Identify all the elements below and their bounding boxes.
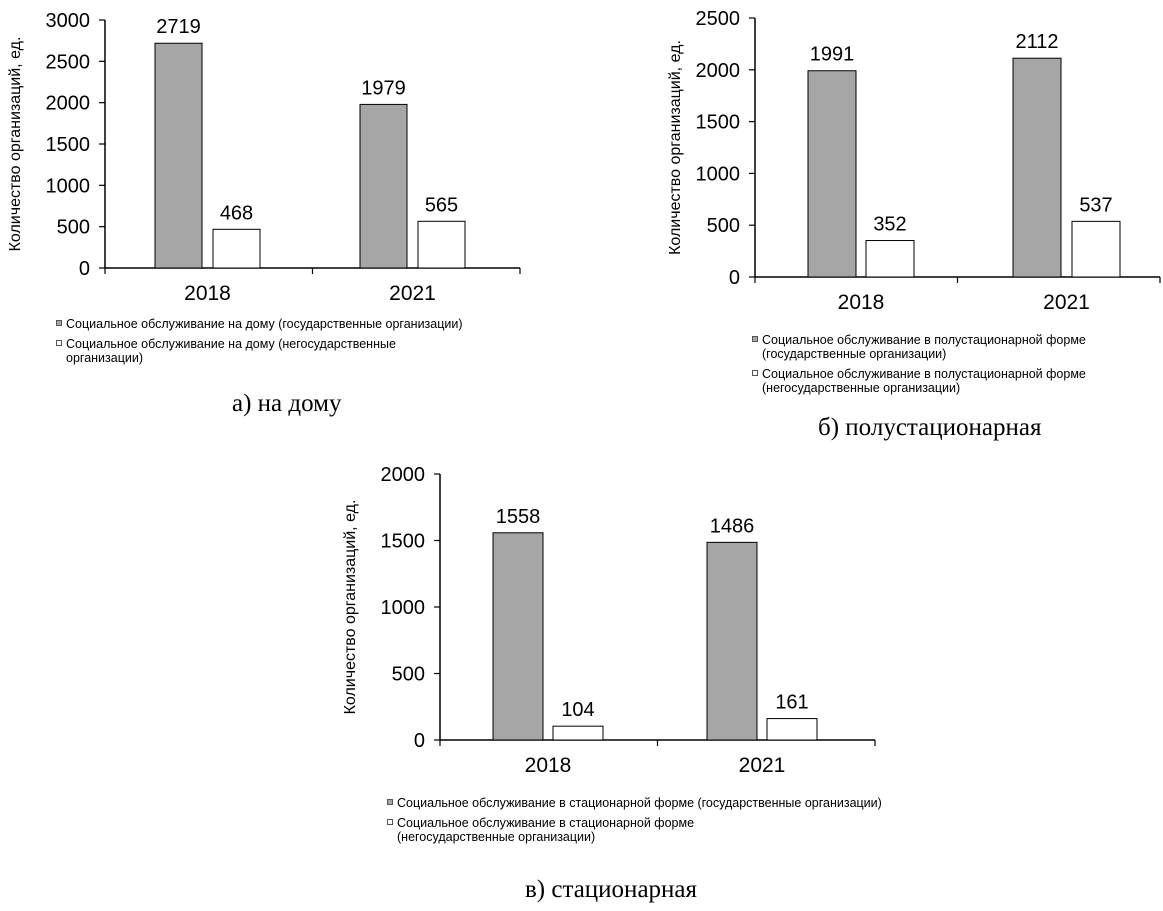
legend-item-nonstate: Социальное обслуживание на дому (негосуд…: [56, 337, 456, 365]
legend-item-state: Социальное обслуживание в стационарной ф…: [387, 796, 917, 810]
bar-state: [1012, 57, 1062, 278]
data-label: 468: [220, 202, 253, 224]
data-label: 1486: [710, 515, 755, 537]
data-label: 565: [425, 194, 458, 216]
legend-swatch-state: [752, 336, 758, 342]
legend-item-state: Социальное обслуживание на дому (государ…: [56, 317, 586, 331]
bar-nonstate: [1071, 220, 1121, 278]
x-tick-label: 2018: [838, 291, 885, 314]
legend-swatch-nonstate: [387, 819, 393, 825]
y-tick-label: 1000: [381, 597, 426, 619]
x-tick-label: 2021: [389, 282, 436, 305]
y-tick-label: 1500: [46, 134, 91, 156]
legend-item-nonstate: Социальное обслуживание в полустационарн…: [752, 367, 1163, 395]
legend-label-nonstate: Социальное обслуживание в стационарной ф…: [397, 816, 695, 844]
y-tick-label: 2000: [381, 464, 426, 486]
y-tick-label: 1000: [696, 163, 741, 185]
y-tick-label: 1500: [381, 531, 426, 553]
x-tick-label: 2018: [184, 282, 231, 305]
bar-state: [706, 541, 758, 741]
data-label: 104: [561, 699, 594, 721]
bar-nonstate: [766, 718, 818, 741]
legend-stationary: Социальное обслуживание в стационарной ф…: [387, 796, 907, 850]
legend-semi: Социальное обслуживание в полустационарн…: [752, 333, 1163, 401]
y-axis-title: Количество организаций, ед.: [667, 40, 684, 255]
caption-stationary: в) стационарная: [525, 876, 698, 903]
legend-label-state: Социальное обслуживание в полустационарн…: [762, 333, 1086, 361]
chart-panel-semi: Количество организаций, ед. 0 500 1000 1500 2…: [660, 0, 1163, 445]
data-label: 2112: [1015, 31, 1058, 53]
y-tick-label: 500: [707, 215, 740, 237]
legend-item-nonstate: Социальное обслуживание в стационарной ф…: [387, 816, 787, 844]
bar-nonstate: [865, 240, 915, 278]
legend-label-nonstate: Социальное обслуживание в полустационарн…: [762, 367, 1086, 395]
data-label: 352: [873, 214, 906, 236]
legend-swatch-state: [387, 799, 393, 805]
legend-home: Социальное обслуживание на дому (государ…: [56, 317, 586, 371]
y-tick-label: 1000: [46, 175, 91, 197]
chart-stationary: Количество организаций, ед. 0 500 1000 1500 2…: [342, 464, 876, 777]
bar-state: [492, 532, 544, 741]
data-label: 161: [775, 692, 808, 714]
caption-home: а) на дому: [232, 390, 342, 417]
y-tick-label: 500: [57, 217, 90, 239]
x-tick-label: 2018: [525, 754, 572, 777]
chart-home: Количество организаций, ед. 0 500 1000 1500 2…: [7, 10, 521, 305]
y-axis-title: Количество организаций, ед.: [342, 500, 359, 715]
bar-nonstate: [212, 228, 261, 269]
y-tick-label: 0: [414, 730, 425, 752]
chart-panel-home: Количество организаций, ед. 0 500 1000 1500 2…: [0, 0, 580, 445]
y-tick-label: 2500: [46, 51, 91, 73]
legend-swatch-state: [56, 320, 62, 326]
data-label: 1991: [810, 44, 855, 66]
y-axis-title: Количество организаций, ед.: [7, 37, 24, 252]
data-label: 1979: [361, 77, 406, 99]
bar-nonstate: [552, 725, 604, 741]
y-tick-label: 0: [79, 258, 90, 280]
legend-label-state: Социальное обслуживание на дому (государ…: [66, 317, 463, 331]
y-tick-label: 2500: [696, 8, 741, 30]
chart-semi: Количество организаций, ед. 0 500 1000 1500 2…: [667, 8, 1161, 314]
legend-swatch-nonstate: [56, 340, 62, 346]
legend-label-nonstate: Социальное обслуживание на дому (негосуд…: [66, 337, 396, 365]
chart-panel-stationary: Количество организаций, ед. 0 500 1000 1500 2…: [335, 460, 935, 911]
y-tick-label: 0: [729, 267, 740, 289]
legend-label-state: Социальное обслуживание в стационарной ф…: [397, 796, 882, 810]
y-tick-label: 2000: [696, 60, 741, 82]
bar-nonstate: [417, 220, 466, 269]
caption-semi: б) полустационарная: [818, 414, 1042, 441]
data-label: 2719: [156, 16, 201, 38]
bar-state: [154, 42, 203, 269]
x-tick-label: 2021: [1043, 291, 1090, 314]
data-label: 1558: [496, 506, 541, 528]
y-tick-label: 3000: [46, 10, 91, 32]
y-tick-label: 1500: [696, 112, 741, 134]
bar-state: [807, 70, 857, 278]
legend-item-state: Социальное обслуживание в полустационарн…: [752, 333, 1163, 361]
legend-swatch-nonstate: [752, 370, 758, 376]
x-tick-label: 2021: [739, 754, 786, 777]
y-tick-label: 500: [392, 664, 425, 686]
data-label: 537: [1079, 194, 1112, 216]
bar-state: [359, 103, 408, 269]
y-tick-label: 2000: [46, 93, 91, 115]
